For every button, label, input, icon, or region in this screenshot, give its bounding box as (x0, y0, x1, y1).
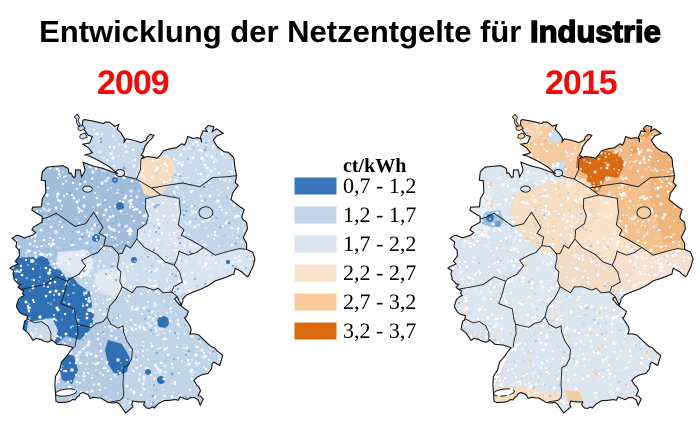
svg-text:3,2 - 3,7: 3,2 - 3,7 (343, 318, 416, 343)
svg-text:2,7 - 3,2: 2,7 - 3,2 (343, 289, 416, 314)
svg-text:1,2 - 1,7: 1,2 - 1,7 (343, 202, 416, 227)
svg-text:1,7 - 2,2: 1,7 - 2,2 (343, 231, 416, 256)
svg-text:2,2 - 2,7: 2,2 - 2,7 (343, 260, 416, 285)
svg-text:ct/kWh: ct/kWh (343, 155, 406, 177)
svg-text:0,7 - 1,2: 0,7 - 1,2 (343, 173, 416, 198)
